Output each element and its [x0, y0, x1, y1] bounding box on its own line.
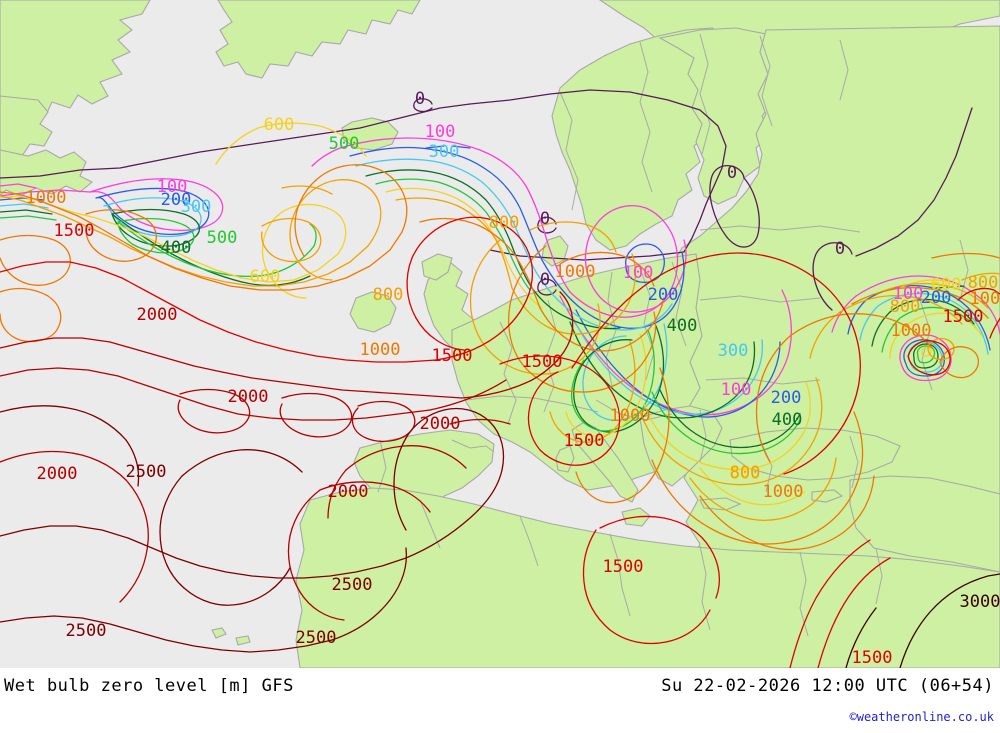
land-ireland [349, 291, 397, 333]
contour-label: 600 [730, 464, 761, 484]
contour-label: 600 [250, 267, 281, 287]
land-cyprus [811, 489, 844, 503]
contour-label: 300 [718, 341, 749, 361]
contour-label: 1000 [763, 482, 804, 502]
contour-label: 200 [921, 288, 952, 308]
contour-label: 500 [329, 134, 360, 154]
contour-label: 1000 [26, 188, 67, 208]
map-title: Wet bulb zero level [m] GFS [4, 676, 294, 696]
contour-label: 1500 [852, 648, 893, 668]
contour-group-0 [0, 89, 973, 311]
contour-label: 100 [157, 177, 188, 197]
contour-label: 1000 [555, 262, 596, 282]
contour-label: 400 [667, 316, 698, 336]
contour-label: 2000 [328, 482, 369, 502]
contour-label: 1500 [564, 431, 605, 451]
land-canaries-2 [235, 635, 251, 646]
contour-label: 100 [623, 263, 654, 283]
contour-label: 600 [264, 115, 295, 135]
land-iceland [341, 117, 399, 151]
contour-label: 1000 [891, 321, 932, 341]
contour-label: 400 [772, 410, 803, 430]
contour-group-500 [0, 178, 977, 455]
land-north-africa [295, 487, 1000, 668]
contour-label: 100 [893, 284, 924, 304]
map-svg: 0000000000100100100100100100100100100100… [0, 0, 1000, 668]
contour-label: 1500 [603, 557, 644, 577]
contour-group-3000 [845, 573, 1000, 668]
contour-label: 3000 [960, 592, 1000, 612]
contour-label: 1500 [54, 221, 95, 241]
contour-label: 1500 [432, 346, 473, 366]
land-scandinavia [551, 27, 727, 251]
contour-label: 1500 [943, 307, 984, 327]
land-levant [849, 475, 1000, 573]
land-scotland [421, 253, 453, 281]
land-crete [699, 497, 742, 511]
map-canvas[interactable]: 0 0 0 0 0 0 0 0 0 0 100 100 100 100 100 100 100 100 100 100… [0, 0, 1000, 668]
contour-label: 500 [207, 228, 238, 248]
contour-labels: 0000000000100100100100100100100100100100… [26, 89, 1000, 668]
land-canaries [211, 627, 227, 639]
contour-label: 200 [648, 285, 679, 305]
contour-label: 100 [721, 380, 752, 400]
contour-label: 0 [540, 270, 550, 290]
contour-label: 2000 [37, 464, 78, 484]
contour-label: 300 [181, 197, 212, 217]
contour-label: 200 [161, 190, 192, 210]
contour-label: 600 [931, 275, 962, 295]
contour-group-1500 [0, 216, 1000, 668]
land-greenland [215, 0, 421, 79]
contour-label: 0 [727, 163, 737, 183]
contour-group-1000 [0, 164, 1000, 551]
contour-label: 800 [890, 297, 921, 317]
footer-bar: Wet bulb zero level [m] GFS Su 22-02-202… [0, 668, 1000, 733]
contour-label: 1000 [360, 340, 401, 360]
contour-label: 800 [730, 463, 761, 483]
contour-label: 400 [161, 238, 192, 258]
contour-label: 300 [429, 142, 460, 162]
land-corsica-sardinia [555, 445, 575, 473]
contour-group-600 [0, 122, 983, 506]
contour-group-2000 [0, 291, 574, 621]
contour-label: 200 [771, 388, 802, 408]
contour-label: 2000 [420, 414, 461, 434]
contour-label: 1000 [970, 289, 1000, 309]
contour-label: 800 [968, 273, 999, 293]
contour-label: 1000 [610, 406, 651, 426]
contour-group-2500 [0, 405, 505, 653]
contour-label: 2000 [228, 387, 269, 407]
contour-label: 2000 [137, 305, 178, 325]
contour-label: 0 [415, 89, 425, 109]
contour-label: 2500 [66, 621, 107, 641]
valid-datetime: Su 22-02-2026 12:00 UTC (06+54) [661, 676, 994, 696]
contour-label: 800 [373, 285, 404, 305]
contour-label: 2500 [332, 575, 373, 595]
contour-label: 100 [425, 122, 456, 142]
contour-label: 2500 [126, 462, 167, 482]
copyright-notice: ©weatheronline.co.uk [849, 710, 995, 724]
contour-label: 0 [835, 239, 845, 259]
contour-label: 1500 [522, 352, 563, 372]
contour-label: 2500 [296, 628, 337, 648]
contour-label: 800 [489, 213, 520, 233]
contour-label: 0 [540, 209, 550, 229]
